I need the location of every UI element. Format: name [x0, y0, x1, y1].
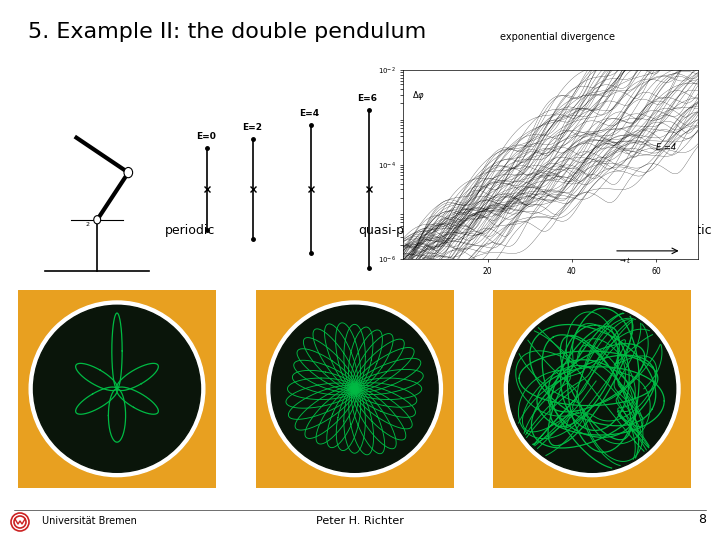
Circle shape [509, 305, 675, 472]
Circle shape [124, 167, 132, 178]
Text: E =4: E =4 [656, 144, 677, 152]
Text: E=6: E=6 [357, 93, 377, 103]
Circle shape [30, 301, 204, 477]
Circle shape [34, 305, 200, 472]
Circle shape [505, 301, 680, 477]
Circle shape [271, 305, 438, 472]
Text: E=4: E=4 [300, 110, 320, 118]
Circle shape [267, 301, 442, 477]
Text: E=0: E=0 [196, 132, 216, 141]
Text: 8: 8 [698, 513, 706, 526]
Text: 5. Example II: the double pendulum: 5. Example II: the double pendulum [28, 22, 426, 42]
Text: exponential divergence: exponential divergence [500, 32, 615, 42]
Text: 2: 2 [85, 222, 89, 227]
Text: $\rightarrow t$: $\rightarrow t$ [618, 255, 632, 266]
Text: $\Delta\varphi$: $\Delta\varphi$ [412, 89, 425, 102]
Text: quasi-periodic: quasi-periodic [359, 224, 447, 237]
Text: Universität Bremen: Universität Bremen [42, 516, 137, 526]
Text: E=2: E=2 [242, 123, 262, 132]
Circle shape [94, 215, 101, 224]
Text: periodic: periodic [165, 224, 215, 237]
Text: chaotic: chaotic [667, 224, 712, 237]
Text: Peter H. Richter: Peter H. Richter [316, 516, 404, 526]
